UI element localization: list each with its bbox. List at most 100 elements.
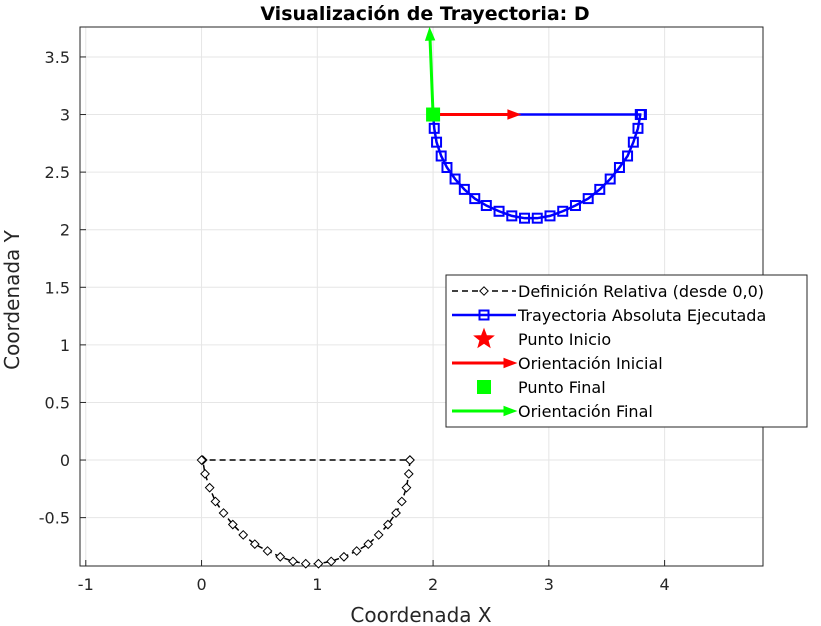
y-tick-label: 1.5 [45,278,70,297]
legend-item: Punto Final [477,378,606,397]
absolute-trajectory-point [582,193,594,205]
legend-label: Trayectoria Absoluta Ejecutada [517,306,766,325]
relative-definition-line [201,459,411,565]
absolute-trajectory-point [569,200,581,212]
absolute-trajectory-point [622,150,634,162]
legend-arrow [452,357,518,369]
legend-marker [473,327,495,349]
final-point-marker [426,107,441,122]
x-tick-label: 4 [660,575,670,594]
relative-definition-point [300,558,311,569]
relative-definition-point [275,551,286,562]
relative-definition-point [288,556,298,567]
relative-definition-point [204,482,215,493]
x-axis-title: Coordenada X [350,603,492,626]
y-tick-label: 3.5 [45,48,70,67]
absolute-trajectory-point [469,193,481,205]
absolute-trajectory-point [635,109,647,121]
relative-definition-point [262,546,273,556]
absolute-trajectory-point [431,136,443,148]
relative-definition-point [383,519,393,530]
relative-definition-point [405,455,415,465]
absolute-trajectory-point [428,122,440,134]
y-tick-label: 2 [60,221,70,240]
legend-item: Punto Inicio [473,327,611,349]
relative-definition-point [210,496,221,507]
relative-definition-point [396,496,407,507]
absolute-trajectory-point [604,173,616,185]
legend-item: Orientación Final [452,402,653,421]
legend-arrow-head [503,405,518,417]
legend-item: Orientación Inicial [452,354,663,373]
legend-marker [478,309,490,321]
x-tick-label: 1 [312,575,322,594]
x-tick-label: 0 [196,575,206,594]
relative-definition-point [218,508,229,518]
final-orientation-arrow-head [424,26,436,41]
y-tick-label: 1 [60,336,70,355]
y-tick-label: 2.5 [45,163,70,182]
legend-label: Punto Final [518,378,606,397]
legend-item: Trayectoria Absoluta Ejecutada [452,306,766,325]
absolute-trajectory-point [627,136,639,148]
legend-box [445,274,808,428]
legend-arrow [452,405,518,417]
absolute-trajectory-line [431,113,642,220]
legend-marker [477,380,491,394]
absolute-trajectory-point [435,150,447,162]
legend-item: Definición Relativa (desde 0,0) [452,282,764,301]
legend-label: Definición Relativa (desde 0,0) [518,282,764,301]
absolute-trajectory-point [594,183,606,195]
relative-definition-point [227,519,238,530]
absolute-trajectory-point [544,210,556,222]
legend-label: Punto Inicio [518,330,611,349]
chart-title: Visualización de Trayectoria: D [260,3,589,25]
legend-marker [479,286,489,296]
absolute-trajectory-point [613,162,625,174]
final-orientation-arrow [424,26,436,115]
relative-definition-point [373,529,384,540]
relative-definition-point [363,539,374,550]
relative-definition-point [238,529,249,540]
relative-definition-point [391,508,401,518]
relative-definition-point [339,551,349,562]
series-absolute-trajectory [427,109,647,224]
absolute-trajectory-point [506,210,518,222]
y-tick-label: -0.5 [39,509,70,528]
relative-definition-point [249,539,260,550]
relative-definition-point [313,558,324,569]
relative-definition-point [200,468,210,479]
initial-orientation-arrow-head [507,109,522,120]
absolute-trajectory-point [557,205,569,217]
x-tick-label: -1 [78,575,94,594]
relative-definition-point [326,556,337,567]
y-tick-label: 0 [60,451,70,470]
absolute-trajectory-point [632,122,644,134]
relative-definition-point [401,482,412,493]
y-tick-label: 0.5 [45,393,70,412]
absolute-trajectory-point [441,162,453,174]
absolute-trajectory-point [458,183,470,195]
legend-label: Orientación Inicial [518,354,663,373]
axis-ticks: -1 0 1 2 3 4 -0.5 0 0.5 1 1.5 2 2.5 3 3.5 [39,48,670,594]
absolute-trajectory-point [519,212,531,224]
y-tick-label: 3 [60,106,70,125]
absolute-trajectory-point [531,212,543,224]
absolute-trajectory-point [493,205,505,217]
x-tick-label: 2 [428,575,438,594]
absolute-trajectory-point [480,200,492,212]
x-tick-label: 3 [544,575,554,594]
legend: Definición Relativa (desde 0,0) Trayector… [445,274,808,428]
relative-definition-point [196,455,207,465]
series-relative-definition [196,455,415,569]
legend-label: Orientación Final [518,402,653,421]
final-orientation-arrow-shaft [428,40,435,115]
y-axis-title: Coordenada Y [0,229,24,370]
relative-definition-point [351,546,362,556]
relative-definition-point [403,468,414,479]
legend-arrow-head [503,357,518,369]
absolute-trajectory-point [449,173,461,185]
series-layer [196,26,647,569]
initial-orientation-arrow [433,109,522,120]
